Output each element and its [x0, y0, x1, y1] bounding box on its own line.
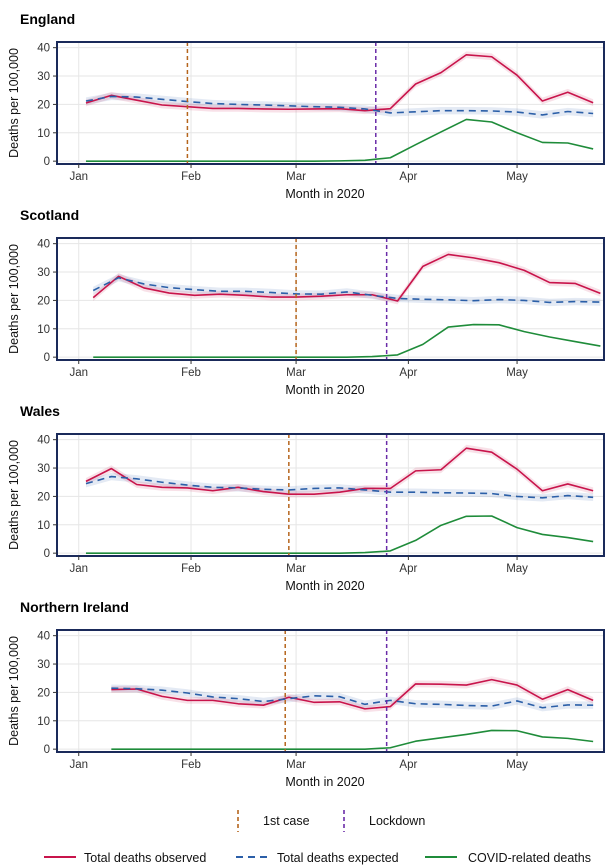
x-tick-label: Apr — [399, 563, 417, 575]
panel-northern-ireland: Northern Ireland 0 10 20 30 40 Jan Feb Mar Apr May… — [7, 599, 605, 789]
x-axis-title: Month in 2020 — [285, 187, 364, 201]
panel-wales: Wales 0 10 20 30 40 Jan Feb Mar Apr May Month in 20… — [7, 403, 605, 593]
series-line-total-deaths-observed — [85, 447, 594, 495]
y-tick-label: 20 — [37, 687, 50, 699]
x-axis-title: Month in 2020 — [285, 579, 364, 593]
y-axis-title: Deaths per 100,000 — [7, 244, 21, 354]
y-tick-label: 40 — [37, 631, 50, 643]
x-tick-label: Mar — [286, 759, 306, 771]
y-tick-label: 30 — [37, 267, 50, 279]
y-tick-label: 30 — [37, 71, 50, 83]
x-tick-label: Jan — [69, 367, 88, 379]
x-tick-label: Jan — [69, 759, 88, 771]
y-tick-label: 0 — [44, 156, 50, 168]
x-tick-label: Jan — [69, 563, 88, 575]
ribbon-total-deaths-observed — [93, 251, 601, 305]
y-tick-label: 10 — [37, 324, 50, 336]
plot-frame — [56, 629, 605, 753]
y-tick-label: 40 — [37, 43, 50, 55]
x-tick-label: Apr — [399, 759, 417, 771]
series-line-covid-related-deaths — [85, 515, 594, 554]
panel-title: Wales — [20, 403, 60, 419]
panel-england: England 0 10 20 30 40 Jan Feb Mar Apr May Month in … — [7, 11, 605, 201]
legend-observed-label: Total deaths observed — [84, 851, 206, 865]
x-tick-label: Jan — [69, 171, 88, 183]
x-axis-title: Month in 2020 — [285, 775, 364, 789]
panel-scotland: Scotland 0 10 20 30 40 Jan Feb Mar Apr May Month in… — [7, 207, 605, 397]
panel-title: Scotland — [20, 207, 79, 223]
y-tick-label: 40 — [37, 239, 50, 251]
x-tick-label: May — [506, 759, 528, 771]
y-axis-title: Deaths per 100,000 — [7, 48, 21, 158]
legend-first-case-label: 1st case — [263, 814, 310, 828]
panel-title: Northern Ireland — [20, 599, 129, 615]
plot-frame — [56, 41, 605, 165]
series-line-total-deaths-expected — [85, 95, 594, 116]
x-tick-label: Apr — [399, 171, 417, 183]
ribbon-total-deaths-expected — [111, 684, 594, 712]
y-tick-label: 10 — [37, 716, 50, 728]
y-tick-label: 40 — [37, 435, 50, 447]
x-tick-label: Mar — [286, 563, 306, 575]
y-tick-label: 0 — [44, 744, 50, 756]
y-tick-label: 30 — [37, 659, 50, 671]
x-tick-label: Apr — [399, 367, 417, 379]
x-tick-label: Mar — [286, 367, 306, 379]
legend-lockdown-label: Lockdown — [369, 814, 425, 828]
series-line-total-deaths-observed — [85, 53, 594, 112]
plot-frame — [56, 237, 605, 361]
series-line-covid-related-deaths — [85, 118, 594, 162]
series-line-total-deaths-observed — [111, 678, 594, 710]
series-line-total-deaths-expected — [92, 276, 601, 304]
y-tick-label: 20 — [37, 491, 50, 503]
ribbon-total-deaths-expected — [85, 92, 594, 119]
y-axis-title: Deaths per 100,000 — [7, 440, 21, 550]
x-tick-label: Feb — [181, 367, 201, 379]
x-tick-label: May — [506, 171, 528, 183]
series-line-total-deaths-expected — [111, 687, 594, 709]
panels: England 0 10 20 30 40 Jan Feb Mar Apr May Month in … — [7, 11, 605, 789]
x-tick-label: Feb — [181, 171, 201, 183]
plot-frame — [56, 433, 605, 557]
y-tick-label: 0 — [44, 352, 50, 364]
series-line-covid-related-deaths — [111, 729, 594, 750]
x-tick-label: Mar — [286, 171, 306, 183]
y-tick-label: 20 — [37, 295, 50, 307]
x-tick-label: Feb — [181, 563, 201, 575]
x-tick-label: Feb — [181, 759, 201, 771]
y-axis-title: Deaths per 100,000 — [7, 636, 21, 746]
panel-title: England — [20, 11, 75, 27]
y-tick-label: 30 — [37, 463, 50, 475]
ribbon-total-deaths-observed — [85, 444, 594, 498]
series-line-total-deaths-expected — [85, 475, 594, 499]
x-tick-label: May — [506, 563, 528, 575]
ribbon-total-deaths-expected — [93, 274, 601, 307]
legend: 1st case Lockdown Total deaths observed … — [44, 810, 591, 865]
x-axis-title: Month in 2020 — [285, 383, 364, 397]
y-tick-label: 0 — [44, 548, 50, 560]
series-line-total-deaths-observed — [92, 253, 601, 302]
y-tick-label: 10 — [37, 520, 50, 532]
x-tick-label: May — [506, 367, 528, 379]
y-tick-label: 10 — [37, 128, 50, 140]
legend-expected-label: Total deaths expected — [277, 851, 399, 865]
legend-covid-label: COVID-related deaths — [468, 851, 591, 865]
series-line-covid-related-deaths — [93, 323, 601, 358]
y-tick-label: 20 — [37, 99, 50, 111]
